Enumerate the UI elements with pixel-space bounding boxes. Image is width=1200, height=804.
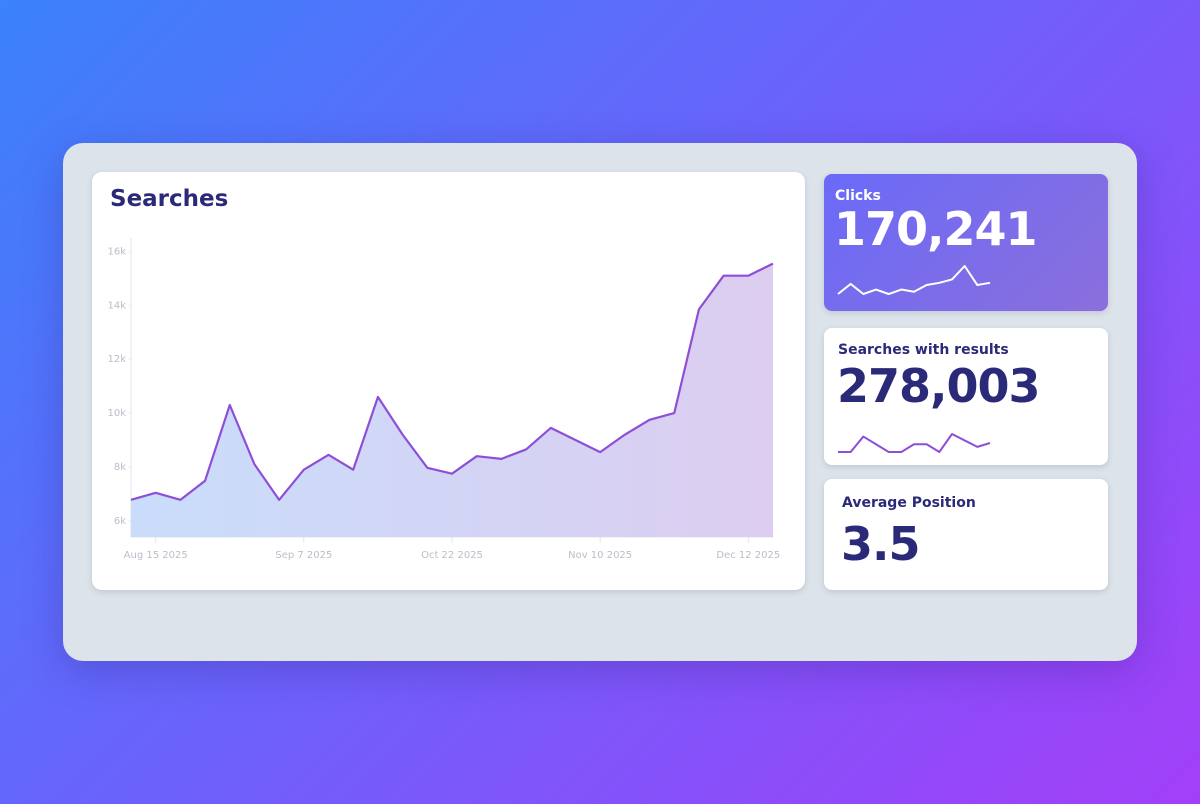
chart-title: Searches [110, 186, 229, 212]
sparkline-path [838, 433, 991, 453]
card-value: 3.5 [841, 517, 920, 571]
sparkline [837, 265, 991, 295]
sparkline [838, 433, 991, 453]
clicks-card: Clicks 170,241 [824, 174, 1108, 311]
card-label: Average Position [842, 495, 976, 511]
average-position-card: Average Position 3.5 [824, 479, 1108, 590]
card-label: Searches with results [838, 342, 1009, 358]
y-tick-label: 14k [107, 300, 126, 311]
x-tick-label: Aug 15 2025 [124, 550, 188, 561]
x-tick-label: Oct 22 2025 [421, 550, 483, 561]
y-tick-label: 16k [107, 246, 126, 257]
y-tick-label: 6k [114, 516, 126, 527]
chart: 6k 8k 10k 12k 14k 16k Aug 15 2025 Sep 7 2025 Oct… [107, 238, 780, 561]
x-tick-label: Sep 7 2025 [275, 550, 332, 561]
y-tick-label: 8k [114, 462, 126, 473]
x-tick-label: Dec 12 2025 [716, 550, 780, 561]
card-label: Clicks [835, 188, 881, 204]
searches-results-card: Searches with results 278,003 [824, 328, 1108, 465]
card-value: 278,003 [837, 359, 1041, 413]
card-value: 170,241 [834, 202, 1038, 256]
y-tick-label: 12k [107, 354, 126, 365]
chart-card: Searches 6k 8k 10k 12k 14k 16k Aug 15 2025 Sep … [92, 172, 805, 590]
y-tick-label: 10k [107, 408, 126, 419]
sparkline-path [837, 265, 991, 295]
line [130, 262, 774, 501]
x-tick-label: Nov 10 2025 [568, 550, 632, 561]
area [131, 263, 773, 537]
